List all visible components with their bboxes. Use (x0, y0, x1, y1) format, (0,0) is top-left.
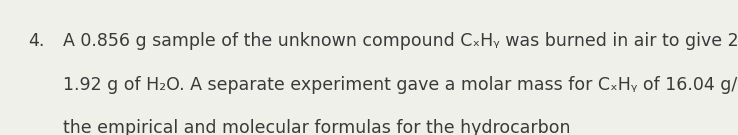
Text: the empirical and molecular formulas for the hydrocarbon: the empirical and molecular formulas for… (63, 119, 570, 135)
Text: 1.92 g of H₂O. A separate experiment gave a molar mass for CₓHᵧ of 16.04 g/mol. : 1.92 g of H₂O. A separate experiment gav… (63, 76, 738, 94)
Text: A 0.856 g sample of the unknown compound CₓHᵧ was burned in air to give 2.34 g o: A 0.856 g sample of the unknown compound… (63, 32, 738, 50)
Text: 4.: 4. (28, 32, 44, 50)
